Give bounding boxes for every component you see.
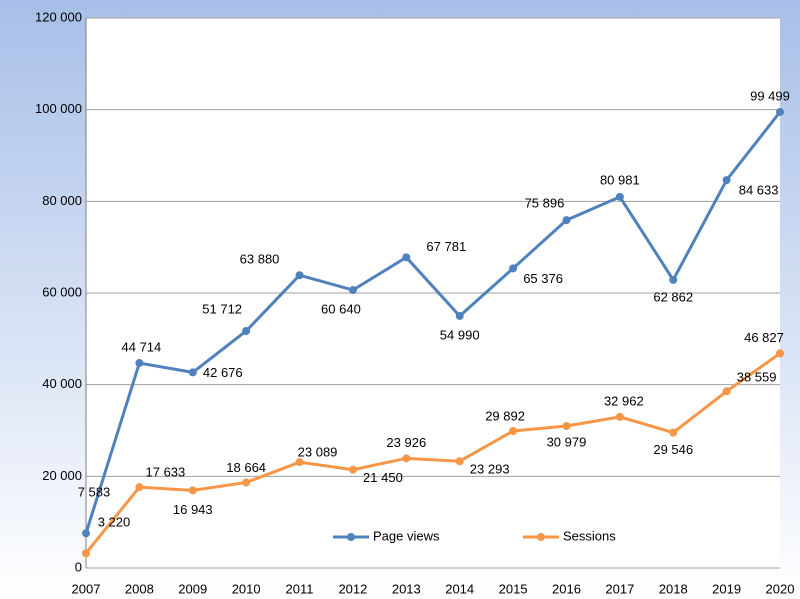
data-point: [669, 275, 678, 284]
y-tick-label: 100 000: [35, 101, 82, 116]
data-label: 38 559: [737, 370, 777, 385]
legend-label: Sessions: [563, 528, 616, 543]
x-tick-label: 2019: [712, 581, 741, 596]
data-label: 42 676: [203, 365, 243, 380]
data-point: [776, 349, 784, 358]
x-tick-label: 2010: [232, 581, 261, 596]
x-tick-label: 2014: [445, 581, 474, 596]
series-line: [84, 111, 782, 534]
data-label: 80 981: [600, 172, 640, 187]
x-tick-label: 2012: [338, 581, 367, 596]
data-point: [135, 483, 144, 492]
x-tick-label: 2007: [72, 581, 101, 596]
data-point: [188, 368, 197, 377]
data-point: [82, 549, 90, 558]
data-label: 60 640: [321, 302, 361, 317]
x-tick-label: 2016: [552, 581, 581, 596]
x-tick-label: 2011: [286, 581, 314, 596]
data-point: [295, 271, 304, 280]
data-point: [669, 428, 678, 437]
data-label: 32 962: [604, 393, 644, 408]
data-label: 84 633: [739, 183, 779, 198]
y-tick-label: 40 000: [42, 376, 82, 391]
data-label: 23 089: [298, 445, 338, 460]
data-point: [402, 253, 411, 262]
y-tick-label: 60 000: [42, 284, 82, 299]
y-tick-label: 20 000: [42, 468, 82, 483]
data-point: [295, 458, 304, 467]
legend-label: Page views: [373, 528, 440, 543]
data-label: 63 880: [240, 252, 280, 267]
data-point: [722, 176, 731, 185]
x-tick-label: 2013: [392, 581, 421, 596]
data-label: 65 376: [523, 271, 563, 286]
y-tick-label: 80 000: [42, 193, 82, 208]
data-label: 46 827: [744, 330, 784, 345]
data-label: 99 499: [750, 88, 790, 103]
data-point: [348, 465, 357, 474]
x-tick-label: 2015: [499, 581, 528, 596]
data-label: 17 633: [146, 465, 186, 480]
data-point: [348, 286, 357, 295]
data-label: 29 546: [653, 442, 693, 457]
data-label: 29 892: [485, 408, 525, 423]
data-point: [722, 387, 731, 396]
data-label: 7 583: [78, 485, 111, 500]
data-point: [242, 478, 251, 487]
legend-marker: [347, 533, 355, 541]
data-label: 21 450: [363, 470, 403, 485]
data-label: 23 926: [386, 435, 426, 450]
data-label: 30 979: [547, 434, 587, 449]
data-point: [188, 486, 197, 495]
data-label: 16 943: [173, 502, 213, 517]
data-point: [509, 264, 518, 273]
data-point: [402, 454, 411, 463]
y-tick-label: 0: [75, 559, 82, 574]
data-label: 67 781: [426, 239, 466, 254]
data-point: [776, 107, 784, 116]
data-point: [455, 311, 464, 320]
x-tick-label: 2009: [178, 581, 207, 596]
data-point: [562, 216, 571, 225]
data-label: 18 664: [226, 460, 266, 475]
y-tick-label: 120 000: [35, 9, 82, 24]
x-tick-label: 2017: [605, 581, 634, 596]
data-label: 54 990: [440, 327, 480, 342]
data-label: 44 714: [122, 339, 162, 354]
data-point: [509, 426, 518, 435]
data-point: [562, 422, 571, 431]
data-point: [135, 359, 144, 368]
data-label: 23 293: [470, 462, 510, 477]
data-point: [615, 192, 624, 201]
data-label: 3 220: [98, 515, 131, 530]
x-tick-label: 2018: [659, 581, 688, 596]
data-point: [242, 326, 251, 335]
x-tick-label: 2008: [125, 581, 154, 596]
data-label: 51 712: [202, 301, 242, 316]
data-point: [615, 412, 624, 421]
series-line: [84, 352, 781, 555]
data-point: [82, 529, 90, 538]
x-tick-label: 2020: [766, 581, 795, 596]
data-point: [455, 457, 464, 466]
legend-marker: [537, 533, 545, 541]
data-label: 62 862: [653, 289, 693, 304]
data-label: 75 896: [525, 196, 565, 211]
